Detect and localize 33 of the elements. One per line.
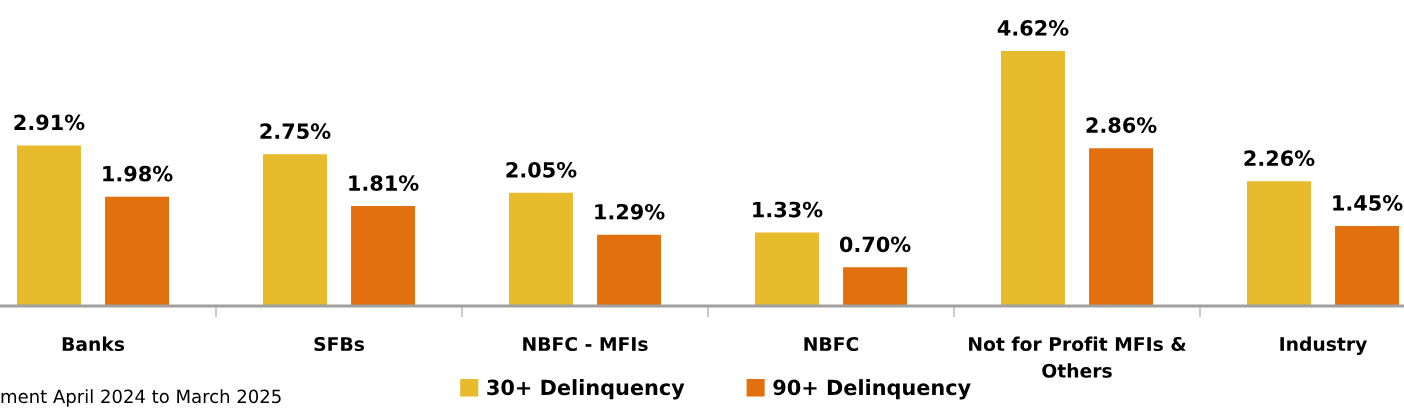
legend-label: 90+ Delinquency — [773, 379, 971, 400]
bar — [508, 192, 573, 306]
data-label: 1.98% — [103, 165, 173, 182]
data-label: 2.91% — [14, 114, 85, 131]
text: ment April 2024 to March 2025 — [1, 389, 281, 407]
bar — [1089, 148, 1154, 306]
data-label: 1.33% — [753, 201, 823, 218]
data-label: 1.29% — [595, 203, 665, 220]
bar — [351, 206, 416, 306]
data-label: 1.45% — [1333, 195, 1403, 211]
x-tick-label: NBFC - MFIs — [523, 336, 648, 352]
x-tick-label: Banks — [62, 336, 125, 352]
data-label: 2.05% — [506, 161, 577, 178]
data-label: 4.62% — [997, 20, 1069, 36]
bar — [754, 232, 819, 306]
bar — [262, 154, 327, 306]
data-label: 2.86% — [1086, 117, 1157, 133]
bar — [1246, 181, 1311, 306]
data-label: 2.75% — [260, 123, 331, 140]
x-tick-label: NBFC — [804, 336, 859, 352]
data-label: 1.81% — [349, 175, 419, 191]
bar — [16, 145, 81, 306]
x-tick-label: Not for Profit MFIs & Others — [969, 336, 1186, 378]
bar — [105, 196, 170, 306]
bar — [597, 234, 662, 306]
bar — [843, 267, 908, 306]
x-tick-label: Industry — [1280, 336, 1368, 355]
bar — [1000, 51, 1065, 306]
legend-label: 30+ Delinquency — [487, 379, 685, 400]
x-tick-label: SFBs — [314, 336, 364, 352]
data-label: 0.70% — [839, 236, 911, 253]
data-label: 2.26% — [1244, 150, 1315, 167]
bar — [1335, 225, 1400, 306]
